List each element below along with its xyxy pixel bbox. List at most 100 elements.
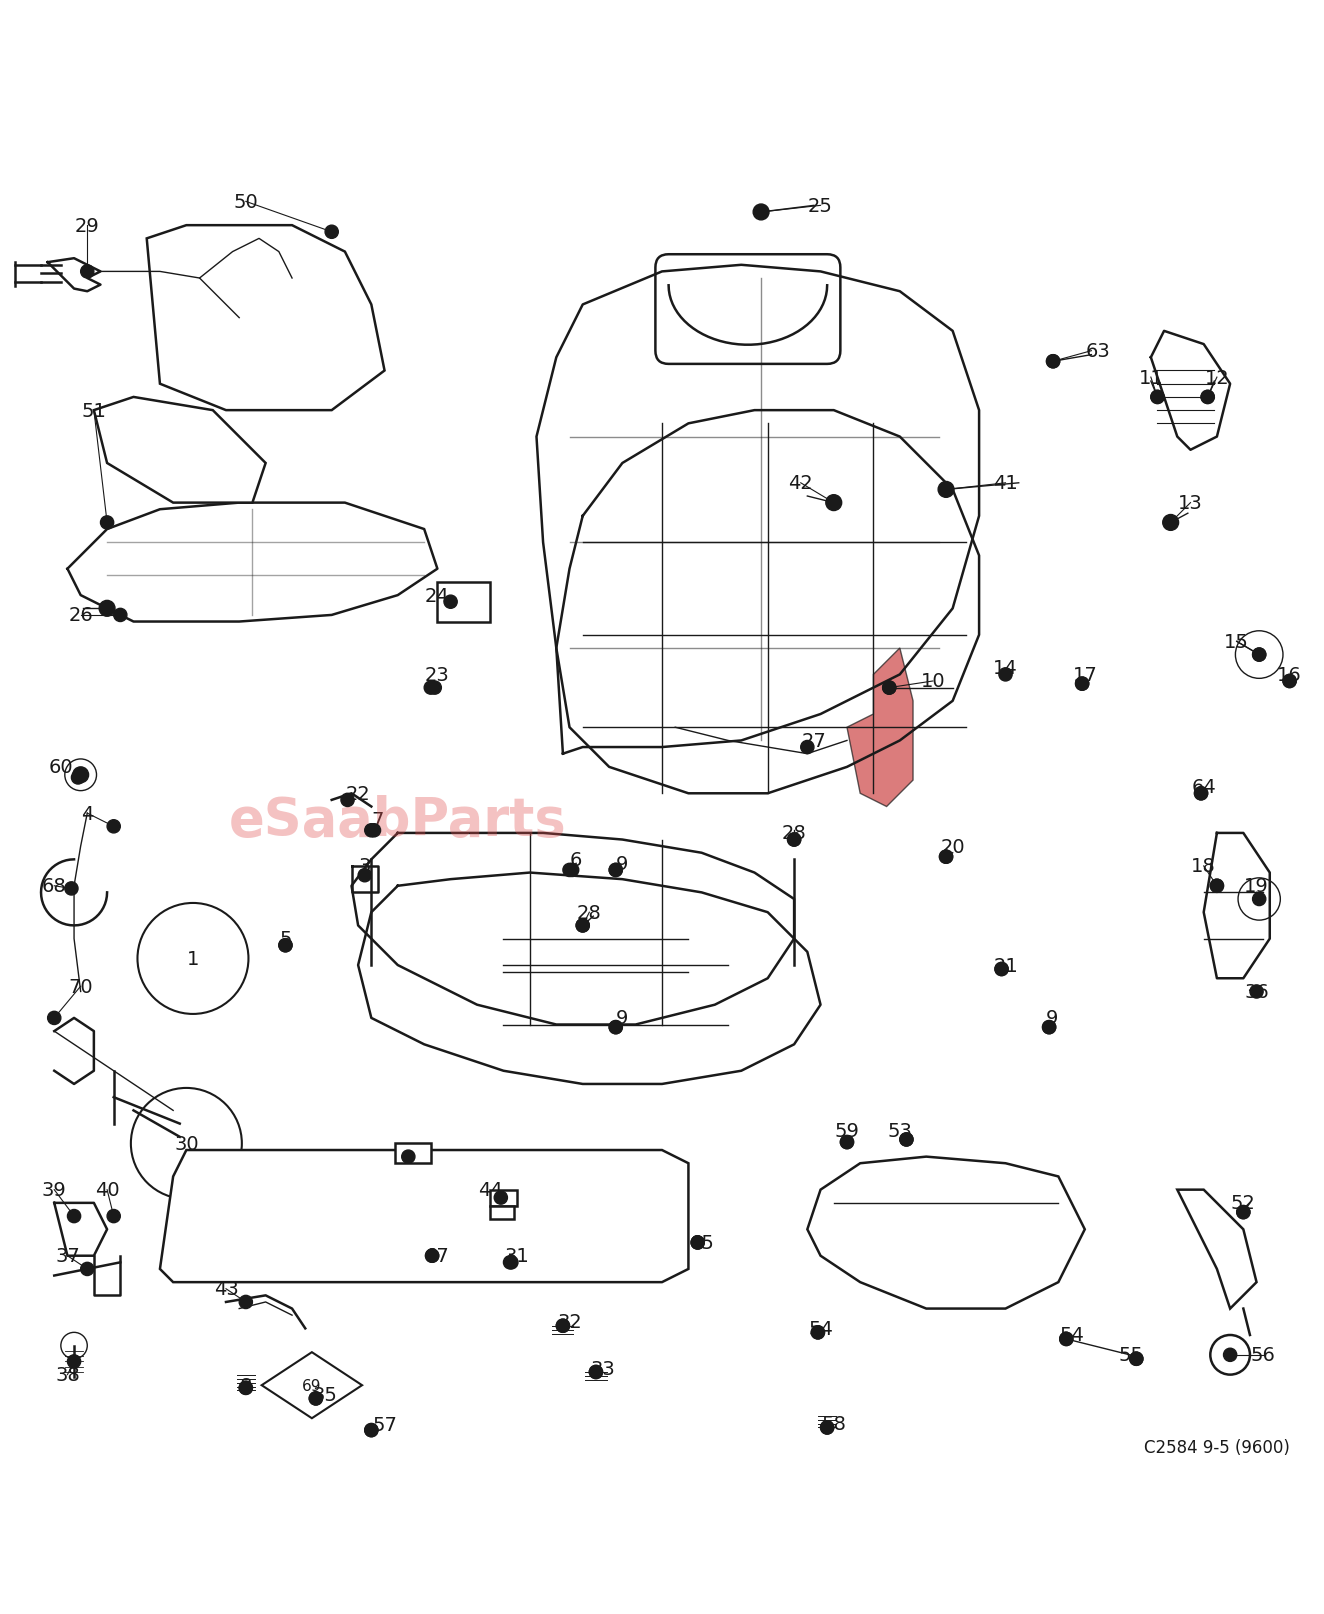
Text: 24: 24 [425, 586, 450, 605]
Circle shape [1042, 1022, 1055, 1035]
Text: 28: 28 [781, 823, 806, 843]
Text: 63: 63 [1086, 342, 1111, 362]
Text: 66: 66 [399, 1141, 424, 1160]
Circle shape [73, 767, 89, 783]
Circle shape [841, 1136, 854, 1149]
Circle shape [1253, 649, 1266, 662]
Text: 38: 38 [56, 1365, 79, 1385]
Text: 59: 59 [834, 1122, 859, 1139]
Circle shape [1046, 355, 1059, 368]
Circle shape [691, 1236, 704, 1249]
Text: 18: 18 [1192, 857, 1215, 876]
Text: 65: 65 [690, 1233, 714, 1252]
Circle shape [99, 600, 115, 617]
Circle shape [425, 1249, 438, 1262]
Circle shape [1075, 678, 1088, 691]
Text: 51: 51 [82, 402, 106, 420]
Circle shape [589, 1365, 602, 1378]
Circle shape [240, 1382, 253, 1394]
Circle shape [65, 883, 78, 896]
Text: C2584 9-5 (9600): C2584 9-5 (9600) [1144, 1438, 1290, 1456]
Text: 54: 54 [808, 1319, 833, 1338]
Polygon shape [847, 649, 914, 807]
Text: 20: 20 [940, 838, 965, 855]
Circle shape [556, 1319, 569, 1333]
Circle shape [444, 596, 457, 608]
Circle shape [940, 484, 953, 497]
Text: 17: 17 [1072, 665, 1098, 684]
Circle shape [940, 851, 953, 863]
Text: 9: 9 [616, 1009, 629, 1028]
Text: 43: 43 [213, 1280, 238, 1298]
Circle shape [565, 863, 579, 876]
Circle shape [240, 1382, 253, 1394]
Text: 39: 39 [42, 1180, 66, 1199]
Polygon shape [160, 1151, 688, 1283]
Circle shape [900, 1133, 914, 1146]
Text: 50: 50 [233, 192, 258, 211]
Circle shape [107, 1210, 120, 1223]
Circle shape [1223, 1348, 1237, 1362]
Text: 70: 70 [69, 976, 93, 996]
Circle shape [1129, 1353, 1143, 1365]
Polygon shape [1177, 1190, 1256, 1309]
Text: 64: 64 [1192, 778, 1215, 797]
Text: 35: 35 [312, 1385, 338, 1404]
Text: 30: 30 [173, 1135, 199, 1152]
Text: 10: 10 [920, 671, 945, 691]
Text: 19: 19 [1245, 876, 1268, 896]
Polygon shape [490, 1190, 516, 1206]
Text: 15: 15 [1225, 633, 1249, 652]
Circle shape [1283, 675, 1296, 688]
Circle shape [81, 1262, 94, 1275]
Circle shape [367, 825, 380, 838]
Circle shape [1042, 1022, 1055, 1035]
Circle shape [609, 863, 622, 876]
Circle shape [1283, 675, 1296, 688]
Circle shape [428, 681, 441, 694]
Circle shape [1129, 1353, 1143, 1365]
Circle shape [1254, 894, 1264, 905]
Text: 54: 54 [1059, 1325, 1084, 1344]
Text: 37: 37 [56, 1246, 79, 1265]
Circle shape [1194, 788, 1207, 801]
Circle shape [828, 497, 841, 510]
Circle shape [883, 681, 896, 694]
Text: 52: 52 [1231, 1194, 1255, 1212]
Polygon shape [395, 1144, 430, 1164]
Circle shape [1194, 788, 1207, 801]
Text: 21: 21 [993, 955, 1018, 975]
Circle shape [240, 1296, 253, 1309]
Circle shape [940, 851, 953, 863]
Circle shape [812, 1327, 825, 1340]
Text: 58: 58 [821, 1414, 846, 1433]
Circle shape [1237, 1206, 1250, 1219]
Circle shape [326, 226, 339, 239]
Circle shape [401, 1151, 414, 1164]
Text: 36: 36 [1245, 983, 1268, 1001]
Text: 31: 31 [504, 1246, 530, 1265]
Polygon shape [94, 397, 266, 504]
Circle shape [1059, 1333, 1072, 1346]
Circle shape [998, 668, 1012, 681]
Circle shape [279, 939, 293, 952]
Circle shape [310, 1391, 323, 1406]
Circle shape [504, 1256, 518, 1269]
Circle shape [1253, 893, 1266, 905]
Text: 53: 53 [887, 1122, 912, 1139]
Text: 3: 3 [359, 857, 371, 876]
Circle shape [101, 516, 114, 529]
Text: 41: 41 [993, 475, 1018, 492]
Text: 16: 16 [1278, 665, 1301, 684]
Circle shape [576, 920, 589, 933]
Circle shape [576, 920, 589, 933]
Text: 5: 5 [279, 930, 291, 949]
Circle shape [310, 1391, 323, 1406]
Circle shape [609, 1022, 622, 1035]
Circle shape [563, 863, 576, 876]
Circle shape [1059, 1333, 1072, 1346]
Circle shape [279, 939, 293, 952]
Circle shape [812, 1327, 825, 1340]
Text: 42: 42 [788, 475, 813, 492]
Text: 14: 14 [993, 659, 1018, 678]
